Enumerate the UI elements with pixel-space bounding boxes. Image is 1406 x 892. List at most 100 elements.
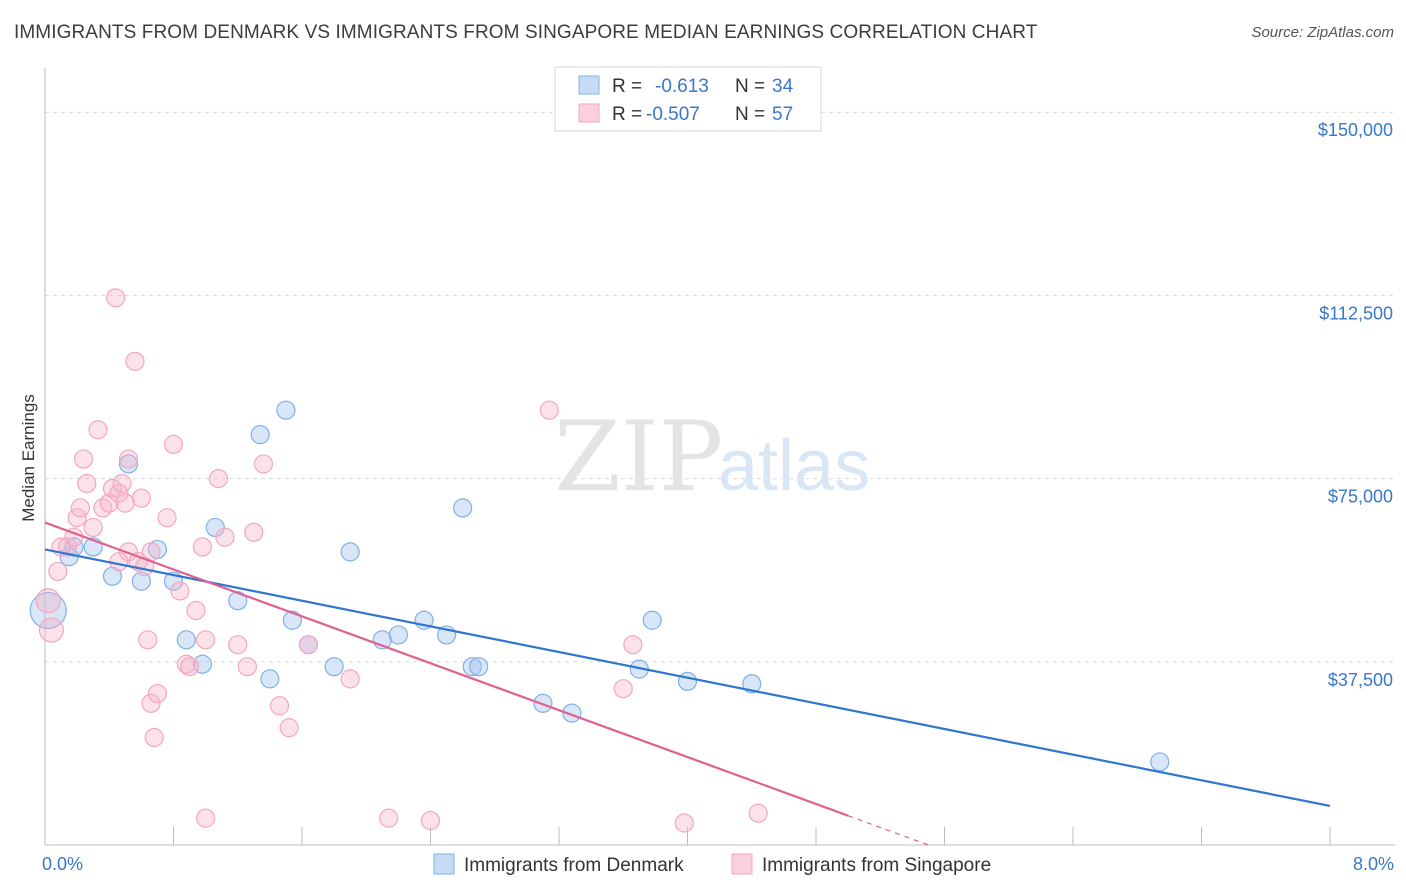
data-point — [77, 473, 97, 494]
data-point — [196, 808, 216, 828]
data-point — [269, 696, 290, 716]
data-point — [282, 610, 302, 630]
data-point — [677, 671, 698, 691]
legend-box: R = -0.613 N = 34 R = -0.507 N = 57 — [554, 66, 822, 132]
y-tick-label: $150,000 — [1318, 120, 1393, 140]
trend-line-extension — [847, 815, 929, 846]
data-point — [215, 527, 235, 547]
data-point — [469, 657, 489, 677]
legend-n-value-1: 34 — [772, 76, 794, 97]
data-point — [379, 808, 399, 828]
data-point — [205, 517, 225, 538]
y-tick-label: $37,500 — [1328, 670, 1393, 690]
y-tick-labels: $37,500 $75,000 $112,500 $150,000 — [1318, 120, 1393, 690]
data-point — [35, 588, 61, 614]
data-point — [276, 400, 296, 420]
data-point — [340, 542, 360, 562]
data-point — [250, 425, 270, 445]
data-point — [420, 810, 441, 831]
y-tick-label: $75,000 — [1328, 487, 1393, 507]
data-point — [115, 493, 135, 513]
watermark-zip: ZIP — [554, 401, 723, 513]
x-tick-label-min: 0.0% — [42, 854, 83, 874]
data-point — [244, 522, 264, 542]
data-point — [83, 517, 103, 538]
legend-swatch-singapore — [578, 103, 600, 123]
bottom-legend-swatch-singapore — [731, 853, 753, 875]
data-point — [99, 493, 119, 513]
legend-r-label-1: R = — [612, 76, 642, 97]
data-point — [131, 488, 151, 508]
legend-swatch-denmark — [578, 75, 600, 95]
data-point — [170, 581, 190, 601]
x-tick-labels: 0.0% 8.0% — [42, 854, 1394, 874]
data-point — [748, 803, 768, 823]
data-point — [118, 454, 139, 474]
data-point — [192, 537, 213, 557]
data-point — [118, 449, 139, 469]
source-label: Source: ZipAtlas.com — [1251, 24, 1394, 41]
series-singapore — [35, 288, 768, 833]
data-point — [1150, 752, 1170, 772]
data-point — [623, 635, 643, 655]
data-point — [163, 434, 184, 455]
y-axis-title: Median Earnings — [19, 394, 38, 522]
data-point — [674, 813, 694, 833]
data-point — [131, 571, 151, 591]
data-point — [109, 552, 129, 572]
data-point — [539, 400, 559, 420]
legend-n-value-2: 57 — [772, 104, 793, 125]
y-tick-label: $112,500 — [1319, 303, 1393, 323]
data-point — [144, 727, 164, 748]
data-point — [253, 454, 274, 474]
data-point — [88, 420, 108, 440]
data-point — [106, 288, 126, 308]
bottom-legend: Immigrants from Denmark Immigrants from … — [433, 853, 991, 876]
data-point — [298, 635, 319, 655]
trend-lines — [44, 521, 1331, 846]
data-point — [228, 635, 248, 655]
legend-n-label-1: N = — [735, 76, 765, 97]
data-point — [73, 449, 94, 469]
bottom-legend-swatch-denmark — [433, 853, 455, 875]
chart-title: IMMIGRANTS FROM DENMARK VS IMMIGRANTS FR… — [14, 22, 1038, 43]
data-point — [324, 657, 344, 677]
data-point — [260, 669, 280, 689]
data-point — [157, 508, 177, 528]
watermark: ZIP atlas — [554, 401, 870, 513]
legend-r-value-1: -0.613 — [655, 76, 709, 97]
data-point — [70, 498, 90, 518]
data-point — [138, 630, 158, 650]
data-point — [147, 683, 168, 704]
data-point — [279, 718, 299, 738]
data-point — [453, 498, 473, 518]
legend-r-label-2: R = — [612, 104, 642, 125]
legend-r-value-2: -0.507 — [646, 104, 700, 125]
gridlines — [45, 111, 1395, 663]
data-point — [57, 537, 78, 557]
data-point — [237, 657, 257, 677]
data-point — [462, 657, 482, 677]
data-point — [125, 351, 145, 371]
data-point — [613, 679, 633, 699]
data-point — [340, 669, 360, 689]
data-point — [176, 630, 196, 650]
data-point — [388, 625, 408, 645]
watermark-atlas: atlas — [718, 426, 870, 506]
data-point — [118, 542, 139, 562]
data-point — [179, 657, 200, 677]
data-point — [642, 610, 662, 630]
legend-n-label-2: N = — [735, 104, 765, 125]
data-point — [742, 674, 762, 694]
trend-line — [44, 521, 849, 817]
bottom-legend-label-singapore: Immigrants from Singapore — [762, 855, 991, 876]
data-point — [176, 654, 196, 674]
bottom-legend-label-denmark: Immigrants from Denmark — [464, 855, 684, 876]
data-point — [38, 617, 65, 643]
data-point — [228, 591, 248, 611]
data-point — [48, 561, 68, 582]
data-point — [186, 600, 206, 621]
data-point — [208, 468, 229, 489]
trend-line — [44, 548, 1331, 807]
